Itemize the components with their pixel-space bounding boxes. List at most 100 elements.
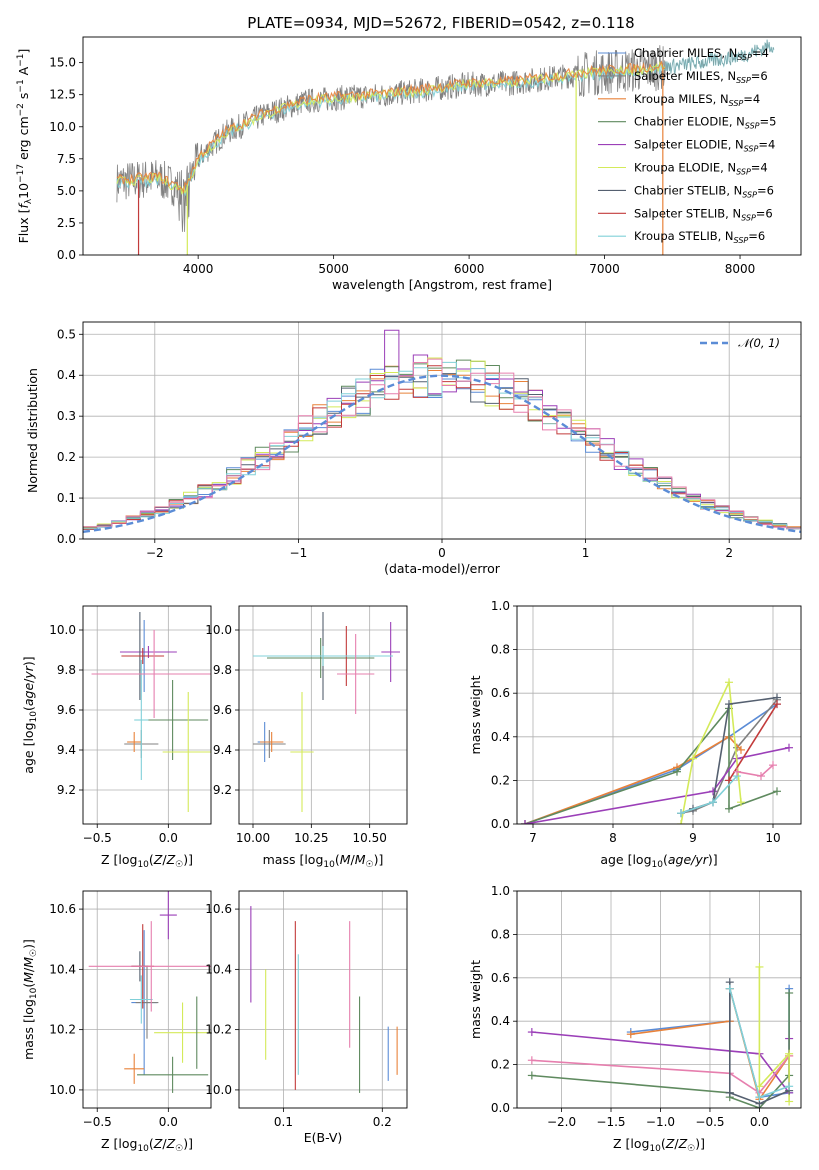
legend-name: Kroupa MILES, N	[634, 92, 729, 106]
label-subscript: ☉	[687, 1144, 695, 1154]
label-part: λ	[24, 198, 34, 204]
label-part: )]	[708, 852, 718, 867]
legend-subscript: SSP	[737, 53, 752, 62]
label-part: )]	[21, 939, 36, 949]
y-tick-label: 15.0	[49, 56, 76, 70]
spectrum-data-line	[665, 39, 775, 74]
legend-entry: Salpeter ELODIE, NSSP=4	[634, 138, 775, 154]
x-axis-label: age [log10(age/yr)]	[600, 852, 717, 870]
label-part: age [log	[600, 852, 651, 867]
label-subscript: 10	[29, 987, 39, 999]
x-tick-label: 6000	[454, 262, 485, 276]
legend-count: =5	[760, 115, 777, 129]
label-part: mass [log	[263, 852, 324, 867]
y-tick-label: 10.0	[205, 623, 232, 637]
y-tick-label: 0.8	[491, 643, 510, 657]
x-tick-label: 1	[582, 546, 590, 560]
x-tick-label: 0.0	[750, 1115, 769, 1129]
legend-entry: 𝒩(0, 1)	[738, 336, 780, 350]
y-tick-label: 9.6	[57, 703, 76, 717]
plot-area	[88, 891, 211, 1093]
legend-name: Salpeter ELODIE, N	[634, 138, 744, 152]
y-tick-label: 0.4	[491, 730, 510, 744]
label-part: )]	[374, 852, 384, 867]
x-axis-label: wavelength [Angstrom, rest frame]	[332, 277, 552, 292]
plot-area	[250, 906, 398, 1093]
label-part: ]	[16, 49, 31, 54]
legend-count: =6	[748, 229, 765, 243]
label-part: /	[21, 967, 36, 972]
plot-area	[521, 678, 793, 824]
x-tick-label: −0.5	[695, 1115, 724, 1129]
legend-count: =4	[743, 92, 760, 106]
legend-subscript: SSP	[736, 168, 751, 177]
legend-count: =4	[752, 46, 769, 60]
spectrum-model-line	[116, 61, 666, 195]
label-part: (	[661, 1136, 666, 1151]
label-part: Z	[166, 1136, 176, 1151]
residuals-panel: −2 −1 0 1 2 0.0 0.1 0.2 0.3 0.4 0.5 (data-model)/er…	[25, 321, 802, 576]
legend-entry: Salpeter MILES, NSSP=6	[634, 69, 768, 85]
y-tick-label: 10.0	[49, 1083, 76, 1097]
y-tick-label: 0.1	[57, 491, 76, 505]
label-part: /	[674, 1136, 679, 1151]
legend-entry: Chabrier MILES, NSSP=4	[634, 46, 769, 62]
series-line	[524, 703, 778, 824]
legend-subscript: SSP	[742, 190, 757, 199]
legend-entry: Kroupa ELODIE, NSSP=4	[634, 161, 768, 177]
y-tick-label: 9.8	[213, 663, 232, 677]
x-axis-label: (data-model)/error	[384, 561, 501, 576]
y-tick-label: 9.2	[57, 783, 76, 797]
label-subscript: 10	[137, 1144, 149, 1154]
label-part: erg cm	[16, 116, 31, 164]
age-vs-Z-panel: −0.5 0.09.29.49.69.810.0Z [log10(Z/Z☉)]ag…	[21, 605, 212, 870]
axes-frame	[82, 321, 802, 540]
y-axis-label: age [log10(age/yr)]	[21, 656, 39, 773]
label-part: (	[335, 852, 340, 867]
label-part: s	[16, 93, 31, 104]
x-tick-label: −1	[290, 546, 308, 560]
x-tick-label: 10	[765, 831, 780, 845]
label-part: mass [log	[21, 999, 36, 1060]
figure-title: PLATE=0934, MJD=52672, FIBERID=0542, z=0…	[247, 14, 634, 32]
label-part: yr	[21, 665, 36, 679]
label-subscript: 10	[137, 860, 149, 870]
x-tick-label: 10.00	[236, 831, 270, 845]
y-tick-label: 10.6	[49, 902, 76, 916]
legend-entry: Salpeter STELIB, NSSP=6	[634, 206, 773, 222]
axes-frame	[82, 605, 212, 825]
y-tick-label: 5.0	[57, 184, 76, 198]
label-part: )]	[183, 1136, 193, 1151]
label-part: −1	[16, 53, 26, 66]
y-axis-label: Normed distribution	[25, 368, 40, 493]
series-line	[758, 967, 790, 1102]
y-tick-label: 9.4	[57, 743, 76, 757]
label-part: Z	[665, 1136, 675, 1151]
y-tick-label: 10.0	[49, 623, 76, 637]
label-subscript: 10	[29, 711, 39, 723]
y-tick-label: 0.4	[57, 368, 76, 382]
label-part: f	[16, 203, 31, 209]
legend-subscript: SSP	[744, 145, 759, 154]
label-subscript: 10	[649, 1144, 661, 1154]
plot-area	[253, 612, 400, 812]
y-tick-label: 1.0	[491, 599, 510, 613]
label-part: (	[663, 852, 668, 867]
spectrum-panel: 4000 5000 6000 7000 8000 0.0 2.5 5.0 7.5 10.0 12.5…	[16, 36, 802, 292]
legend-count: =4	[758, 138, 775, 152]
legend-count: =6	[757, 183, 774, 197]
legend-subscript: SSP	[741, 213, 756, 222]
x-tick-label: 10.25	[294, 831, 328, 845]
y-tick-label: 0.2	[57, 450, 76, 464]
x-tick-label: 8	[609, 831, 617, 845]
label-part: M	[340, 852, 351, 867]
label-part: −17	[16, 164, 26, 183]
label-part: Z [log	[101, 1136, 137, 1151]
series-line	[524, 706, 778, 824]
label-part: 10	[16, 183, 31, 199]
spectrum-model-line	[116, 60, 665, 194]
y-tick-label: 0.8	[491, 927, 510, 941]
label-part: )]	[695, 1136, 705, 1151]
y-tick-label: 1.0	[491, 884, 510, 898]
